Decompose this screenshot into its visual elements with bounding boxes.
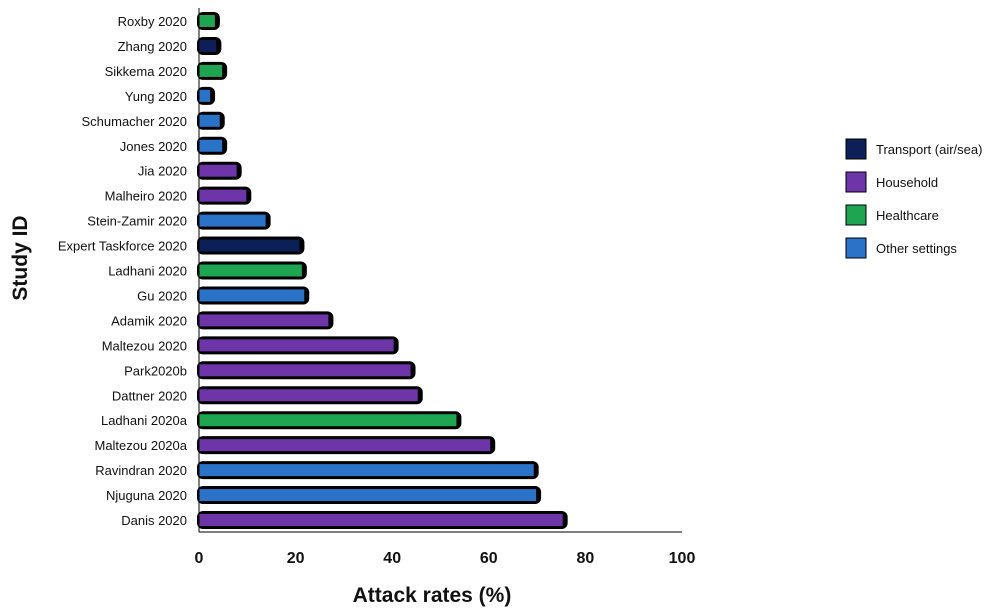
bar-sikkema-2020 bbox=[199, 64, 223, 77]
category-label-zhang-2020: Zhang 2020 bbox=[118, 39, 187, 54]
category-label-yung-2020: Yung 2020 bbox=[125, 89, 187, 104]
category-label-gu-2020: Gu 2020 bbox=[137, 288, 187, 303]
category-label-adamik-2020: Adamik 2020 bbox=[111, 313, 187, 328]
category-label-park2020b: Park2020b bbox=[124, 363, 187, 378]
legend-swatch-transport bbox=[845, 138, 867, 160]
legend-label-household: Household bbox=[876, 175, 938, 190]
category-label-danis-2020: Danis 2020 bbox=[121, 513, 187, 528]
bar-stein-zamir-2020 bbox=[199, 214, 266, 227]
x-tick-labels: 0 20 40 60 80 100 bbox=[195, 550, 696, 567]
bar-expert-taskforce-2020 bbox=[199, 239, 300, 252]
bar-gu-2020 bbox=[199, 289, 305, 302]
legend-swatch-healthcare bbox=[845, 204, 867, 226]
bar-ladhani-2020a bbox=[199, 414, 457, 427]
bar-ladhani-2020 bbox=[199, 264, 302, 277]
bar-jia-2020 bbox=[199, 164, 237, 177]
x-axis-title: Attack rates (%) bbox=[353, 584, 512, 607]
bar-zhang-2020 bbox=[199, 39, 217, 52]
category-label-expert-taskforce-2020: Expert Taskforce 2020 bbox=[58, 239, 187, 254]
legend: Transport (air/sea) Household Healthcare Ot… bbox=[845, 138, 982, 259]
bar-maltezou-2020a bbox=[199, 439, 491, 452]
category-label-jones-2020: Jones 2020 bbox=[120, 139, 187, 154]
legend-swatch-other bbox=[845, 237, 867, 259]
bar-park2020b bbox=[199, 364, 411, 377]
category-label-stein-zamir-2020: Stein-Zamir 2020 bbox=[87, 214, 187, 229]
legend-label-other: Other settings bbox=[876, 241, 957, 256]
category-label-ladhani-2020a: Ladhani 2020a bbox=[101, 413, 188, 428]
bar-ravindran-2020 bbox=[199, 464, 534, 477]
category-label-roxby-2020: Roxby 2020 bbox=[118, 14, 187, 29]
x-tick-label-100: 100 bbox=[669, 550, 696, 567]
x-tick-label-80: 80 bbox=[577, 550, 595, 567]
category-label-malheiro-2020: Malheiro 2020 bbox=[105, 189, 187, 204]
category-label-jia-2020: Jia 2020 bbox=[138, 164, 187, 179]
category-label-njuguna-2020: Njuguna 2020 bbox=[106, 488, 187, 503]
bars-layer bbox=[197, 12, 568, 529]
bar-jones-2020 bbox=[199, 139, 223, 152]
bar-dattner-2020 bbox=[199, 389, 418, 402]
legend-label-transport: Transport (air/sea) bbox=[876, 142, 982, 157]
category-label-maltezou-2020: Maltezou 2020 bbox=[102, 338, 187, 353]
bar-danis-2020 bbox=[199, 514, 563, 526]
bar-njuguna-2020 bbox=[199, 489, 537, 502]
legend-label-healthcare: Healthcare bbox=[876, 208, 939, 223]
y-axis-title: Study ID bbox=[9, 215, 32, 300]
category-label-ladhani-2020: Ladhani 2020 bbox=[108, 264, 187, 279]
x-tick-label-0: 0 bbox=[195, 550, 204, 567]
bar-schumacher-2020 bbox=[199, 114, 220, 127]
category-label-ravindran-2020: Ravindran 2020 bbox=[95, 463, 187, 478]
category-label-schumacher-2020: Schumacher 2020 bbox=[81, 114, 187, 129]
category-label-sikkema-2020: Sikkema 2020 bbox=[105, 64, 187, 79]
category-labels: Roxby 2020 Zhang 2020 Sikkema 2020 Yung 202… bbox=[58, 14, 188, 528]
legend-swatch-household bbox=[845, 171, 867, 193]
bar-maltezou-2020 bbox=[199, 339, 394, 352]
category-label-maltezou-2020a: Maltezou 2020a bbox=[94, 438, 187, 453]
bar-malheiro-2020 bbox=[199, 189, 247, 202]
x-tick-label-60: 60 bbox=[480, 550, 498, 567]
category-label-dattner-2020: Dattner 2020 bbox=[112, 388, 187, 403]
x-tick-label-40: 40 bbox=[383, 550, 401, 567]
bar-adamik-2020 bbox=[199, 314, 329, 327]
bar-roxby-2020 bbox=[199, 15, 215, 27]
x-tick-label-20: 20 bbox=[287, 550, 305, 567]
bar-yung-2020 bbox=[199, 89, 211, 102]
